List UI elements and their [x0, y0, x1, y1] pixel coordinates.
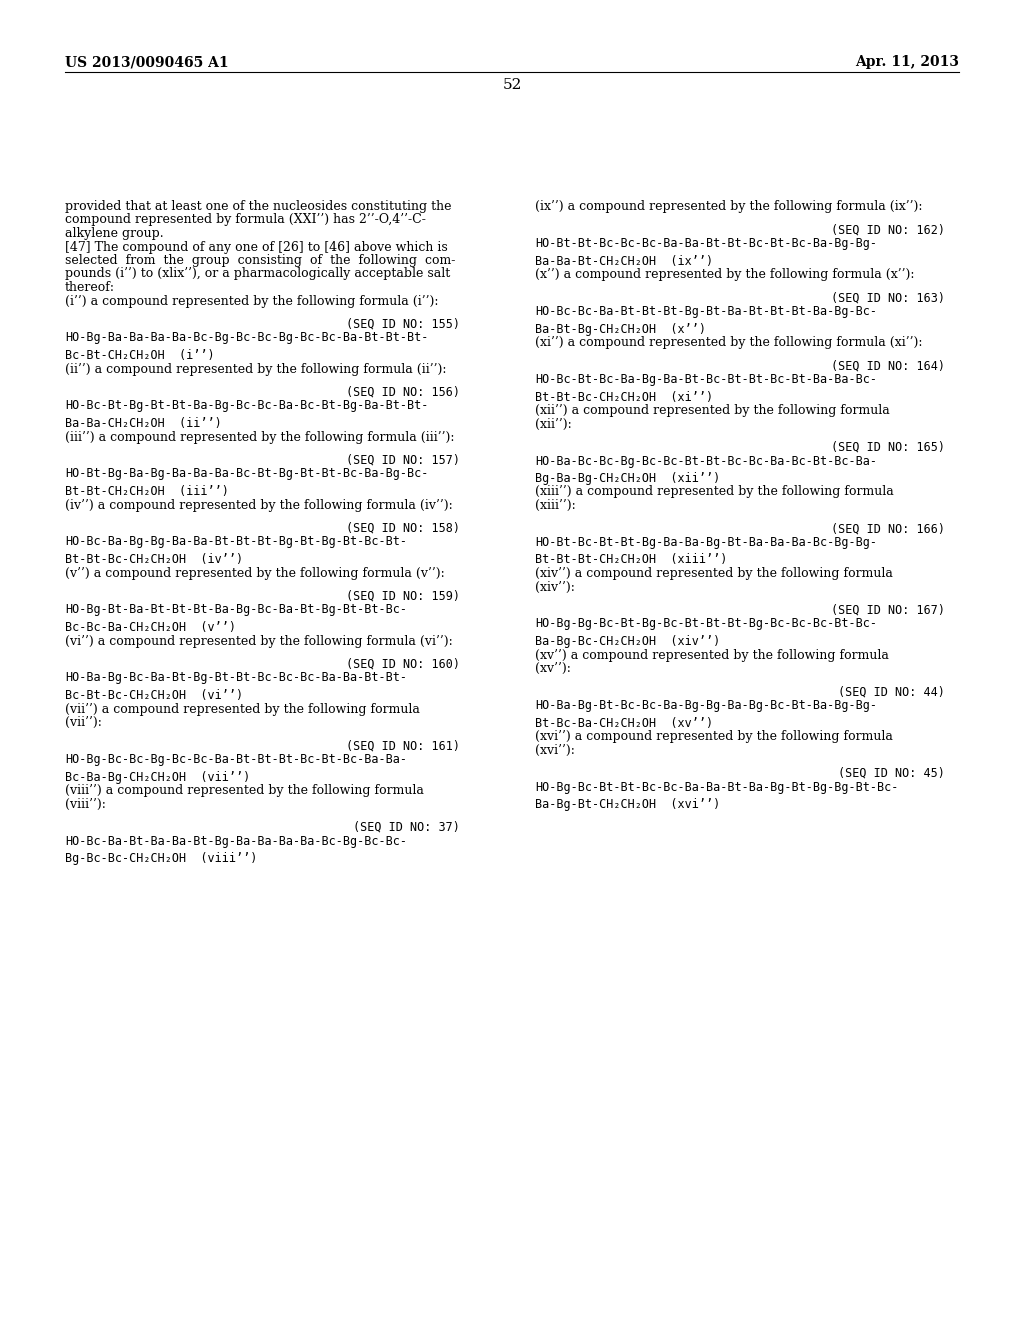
- Text: (SEQ ID NO: 162): (SEQ ID NO: 162): [831, 223, 945, 236]
- Text: (i’’) a compound represented by the following formula (i’’):: (i’’) a compound represented by the foll…: [65, 294, 438, 308]
- Text: (xii’’):: (xii’’):: [535, 417, 571, 430]
- Text: (xvi’’):: (xvi’’):: [535, 743, 574, 756]
- Text: (vi’’) a compound represented by the following formula (vi’’):: (vi’’) a compound represented by the fol…: [65, 635, 453, 648]
- Text: (SEQ ID NO: 45): (SEQ ID NO: 45): [838, 767, 945, 780]
- Text: Ba-Ba-Bt-CH₂CH₂OH  (ix’’): Ba-Ba-Bt-CH₂CH₂OH (ix’’): [535, 255, 713, 268]
- Text: HO-Ba-Bg-Bt-Bc-Bc-Ba-Bg-Bg-Ba-Bg-Bc-Bt-Ba-Bg-Bg-: HO-Ba-Bg-Bt-Bc-Bc-Ba-Bg-Bg-Ba-Bg-Bc-Bt-B…: [535, 700, 877, 711]
- Text: (xiii’’):: (xiii’’):: [535, 499, 575, 512]
- Text: (SEQ ID NO: 160): (SEQ ID NO: 160): [346, 657, 460, 671]
- Text: (xv’’):: (xv’’):: [535, 663, 570, 675]
- Text: HO-Bc-Bc-Ba-Bt-Bt-Bt-Bg-Bt-Ba-Bt-Bt-Bt-Ba-Bg-Bc-: HO-Bc-Bc-Ba-Bt-Bt-Bt-Bg-Bt-Ba-Bt-Bt-Bt-B…: [535, 305, 877, 318]
- Text: (x’’) a compound represented by the following formula (x’’):: (x’’) a compound represented by the foll…: [535, 268, 914, 281]
- Text: (xiv’’):: (xiv’’):: [535, 581, 574, 594]
- Text: [47] The compound of any one of [26] to [46] above which is: [47] The compound of any one of [26] to …: [65, 240, 447, 253]
- Text: (xiii’’) a compound represented by the following formula: (xiii’’) a compound represented by the f…: [535, 486, 894, 499]
- Text: (xiv’’) a compound represented by the following formula: (xiv’’) a compound represented by the fo…: [535, 568, 893, 579]
- Text: (viii’’):: (viii’’):: [65, 797, 105, 810]
- Text: Bt-Bc-Ba-CH₂CH₂OH  (xv’’): Bt-Bc-Ba-CH₂CH₂OH (xv’’): [535, 717, 713, 730]
- Text: 52: 52: [503, 78, 521, 92]
- Text: (SEQ ID NO: 37): (SEQ ID NO: 37): [353, 821, 460, 834]
- Text: (iv’’) a compound represented by the following formula (iv’’):: (iv’’) a compound represented by the fol…: [65, 499, 453, 511]
- Text: (SEQ ID NO: 163): (SEQ ID NO: 163): [831, 292, 945, 305]
- Text: HO-Bg-Bc-Bt-Bt-Bc-Bc-Ba-Ba-Bt-Ba-Bg-Bt-Bg-Bg-Bt-Bc-: HO-Bg-Bc-Bt-Bt-Bc-Bc-Ba-Ba-Bt-Ba-Bg-Bt-B…: [535, 780, 898, 793]
- Text: Bt-Bt-CH₂CH₂OH  (iii’’): Bt-Bt-CH₂CH₂OH (iii’’): [65, 484, 229, 498]
- Text: HO-Ba-Bc-Bc-Bg-Bc-Bc-Bt-Bt-Bc-Bc-Ba-Bc-Bt-Bc-Ba-: HO-Ba-Bc-Bc-Bg-Bc-Bc-Bt-Bt-Bc-Bc-Ba-Bc-B…: [535, 454, 877, 467]
- Text: HO-Bc-Ba-Bt-Ba-Ba-Bt-Bg-Ba-Ba-Ba-Ba-Bc-Bg-Bc-Bc-: HO-Bc-Ba-Bt-Ba-Ba-Bt-Bg-Ba-Ba-Ba-Ba-Bc-B…: [65, 834, 407, 847]
- Text: (xii’’) a compound represented by the following formula: (xii’’) a compound represented by the fo…: [535, 404, 890, 417]
- Text: (iii’’) a compound represented by the following formula (iii’’):: (iii’’) a compound represented by the fo…: [65, 430, 455, 444]
- Text: HO-Bc-Bt-Bc-Ba-Bg-Ba-Bt-Bc-Bt-Bt-Bc-Bt-Ba-Ba-Bc-: HO-Bc-Bt-Bc-Ba-Bg-Ba-Bt-Bc-Bt-Bt-Bc-Bt-B…: [535, 374, 877, 385]
- Text: (viii’’) a compound represented by the following formula: (viii’’) a compound represented by the f…: [65, 784, 424, 797]
- Text: (vii’’) a compound represented by the following formula: (vii’’) a compound represented by the fo…: [65, 702, 420, 715]
- Text: Bc-Bt-CH₂CH₂OH  (i’’): Bc-Bt-CH₂CH₂OH (i’’): [65, 348, 215, 362]
- Text: HO-Bg-Ba-Ba-Ba-Ba-Bc-Bg-Bc-Bc-Bg-Bc-Bc-Ba-Bt-Bt-Bt-: HO-Bg-Ba-Ba-Ba-Ba-Bc-Bg-Bc-Bc-Bg-Bc-Bc-B…: [65, 331, 428, 345]
- Text: alkylene group.: alkylene group.: [65, 227, 164, 240]
- Text: (SEQ ID NO: 165): (SEQ ID NO: 165): [831, 441, 945, 454]
- Text: (ii’’) a compound represented by the following formula (ii’’):: (ii’’) a compound represented by the fol…: [65, 363, 446, 375]
- Text: (SEQ ID NO: 164): (SEQ ID NO: 164): [831, 359, 945, 372]
- Text: Bc-Bt-Bc-CH₂CH₂OH  (vi’’): Bc-Bt-Bc-CH₂CH₂OH (vi’’): [65, 689, 243, 702]
- Text: (SEQ ID NO: 161): (SEQ ID NO: 161): [346, 739, 460, 752]
- Text: HO-Bt-Bg-Ba-Bg-Ba-Ba-Ba-Bc-Bt-Bg-Bt-Bt-Bc-Ba-Bg-Bc-: HO-Bt-Bg-Ba-Bg-Ba-Ba-Ba-Bc-Bt-Bg-Bt-Bt-B…: [65, 467, 428, 480]
- Text: HO-Bt-Bc-Bt-Bt-Bg-Ba-Ba-Bg-Bt-Ba-Ba-Ba-Bc-Bg-Bg-: HO-Bt-Bc-Bt-Bt-Bg-Ba-Ba-Bg-Bt-Ba-Ba-Ba-B…: [535, 536, 877, 549]
- Text: Ba-Ba-CH₂CH₂OH  (ii’’): Ba-Ba-CH₂CH₂OH (ii’’): [65, 417, 222, 430]
- Text: HO-Ba-Bg-Bc-Ba-Bt-Bg-Bt-Bt-Bc-Bc-Bc-Ba-Ba-Bt-Bt-: HO-Ba-Bg-Bc-Ba-Bt-Bg-Bt-Bt-Bc-Bc-Bc-Ba-B…: [65, 672, 407, 685]
- Text: HO-Bt-Bt-Bc-Bc-Bc-Ba-Ba-Bt-Bt-Bc-Bt-Bc-Ba-Bg-Bg-: HO-Bt-Bt-Bc-Bc-Bc-Ba-Ba-Bt-Bt-Bc-Bt-Bc-B…: [535, 238, 877, 249]
- Text: Ba-Bg-Bc-CH₂CH₂OH  (xiv’’): Ba-Bg-Bc-CH₂CH₂OH (xiv’’): [535, 635, 720, 648]
- Text: Bc-Ba-Bg-CH₂CH₂OH  (vii’’): Bc-Ba-Bg-CH₂CH₂OH (vii’’): [65, 771, 250, 784]
- Text: Apr. 11, 2013: Apr. 11, 2013: [855, 55, 959, 69]
- Text: (xi’’) a compound represented by the following formula (xi’’):: (xi’’) a compound represented by the fol…: [535, 337, 923, 348]
- Text: HO-Bc-Ba-Bg-Bg-Ba-Ba-Bt-Bt-Bt-Bg-Bt-Bg-Bt-Bc-Bt-: HO-Bc-Ba-Bg-Bg-Ba-Ba-Bt-Bt-Bt-Bg-Bt-Bg-B…: [65, 536, 407, 549]
- Text: pounds (i’’) to (xlix’’), or a pharmacologically acceptable salt: pounds (i’’) to (xlix’’), or a pharmacol…: [65, 268, 451, 281]
- Text: Bt-Bt-Bc-CH₂CH₂OH  (xi’’): Bt-Bt-Bc-CH₂CH₂OH (xi’’): [535, 391, 713, 404]
- Text: (SEQ ID NO: 156): (SEQ ID NO: 156): [346, 385, 460, 399]
- Text: HO-Bg-Bt-Ba-Bt-Bt-Bt-Ba-Bg-Bc-Ba-Bt-Bg-Bt-Bt-Bc-: HO-Bg-Bt-Ba-Bt-Bt-Bt-Ba-Bg-Bc-Ba-Bt-Bg-B…: [65, 603, 407, 616]
- Text: Bt-Bt-Bt-CH₂CH₂OH  (xiii’’): Bt-Bt-Bt-CH₂CH₂OH (xiii’’): [535, 553, 727, 566]
- Text: HO-Bg-Bc-Bc-Bg-Bc-Bc-Ba-Bt-Bt-Bt-Bc-Bt-Bc-Ba-Ba-: HO-Bg-Bc-Bc-Bg-Bc-Bc-Ba-Bt-Bt-Bt-Bc-Bt-B…: [65, 752, 407, 766]
- Text: provided that at least one of the nucleosides constituting the: provided that at least one of the nucleo…: [65, 201, 452, 213]
- Text: HO-Bg-Bg-Bc-Bt-Bg-Bc-Bt-Bt-Bt-Bg-Bc-Bc-Bc-Bt-Bc-: HO-Bg-Bg-Bc-Bt-Bg-Bc-Bt-Bt-Bt-Bg-Bc-Bc-B…: [535, 618, 877, 631]
- Text: (SEQ ID NO: 44): (SEQ ID NO: 44): [838, 685, 945, 698]
- Text: (SEQ ID NO: 159): (SEQ ID NO: 159): [346, 590, 460, 603]
- Text: (xv’’) a compound represented by the following formula: (xv’’) a compound represented by the fol…: [535, 648, 889, 661]
- Text: US 2013/0090465 A1: US 2013/0090465 A1: [65, 55, 228, 69]
- Text: compound represented by formula (XXI’’) has 2’’-O,4’’-C-: compound represented by formula (XXI’’) …: [65, 214, 426, 227]
- Text: HO-Bc-Bt-Bg-Bt-Bt-Ba-Bg-Bc-Bc-Ba-Bc-Bt-Bg-Ba-Bt-Bt-: HO-Bc-Bt-Bg-Bt-Bt-Ba-Bg-Bc-Bc-Ba-Bc-Bt-B…: [65, 400, 428, 412]
- Text: thereof:: thereof:: [65, 281, 115, 294]
- Text: (vii’’):: (vii’’):: [65, 715, 101, 729]
- Text: Bg-Bc-Bc-CH₂CH₂OH  (viii’’): Bg-Bc-Bc-CH₂CH₂OH (viii’’): [65, 851, 257, 865]
- Text: Bc-Bc-Ba-CH₂CH₂OH  (v’’): Bc-Bc-Ba-CH₂CH₂OH (v’’): [65, 620, 236, 634]
- Text: (SEQ ID NO: 167): (SEQ ID NO: 167): [831, 605, 945, 616]
- Text: Bg-Ba-Bg-CH₂CH₂OH  (xii’’): Bg-Ba-Bg-CH₂CH₂OH (xii’’): [535, 473, 720, 484]
- Text: Bt-Bt-Bc-CH₂CH₂OH  (iv’’): Bt-Bt-Bc-CH₂CH₂OH (iv’’): [65, 553, 243, 566]
- Text: Ba-Bt-Bg-CH₂CH₂OH  (x’’): Ba-Bt-Bg-CH₂CH₂OH (x’’): [535, 322, 706, 335]
- Text: (SEQ ID NO: 155): (SEQ ID NO: 155): [346, 318, 460, 331]
- Text: (v’’) a compound represented by the following formula (v’’):: (v’’) a compound represented by the foll…: [65, 566, 444, 579]
- Text: (SEQ ID NO: 157): (SEQ ID NO: 157): [346, 454, 460, 467]
- Text: (SEQ ID NO: 158): (SEQ ID NO: 158): [346, 521, 460, 535]
- Text: Ba-Bg-Bt-CH₂CH₂OH  (xvi’’): Ba-Bg-Bt-CH₂CH₂OH (xvi’’): [535, 799, 720, 810]
- Text: (ix’’) a compound represented by the following formula (ix’’):: (ix’’) a compound represented by the fol…: [535, 201, 923, 213]
- Text: (SEQ ID NO: 166): (SEQ ID NO: 166): [831, 523, 945, 536]
- Text: selected  from  the  group  consisting  of  the  following  com-: selected from the group consisting of th…: [65, 253, 456, 267]
- Text: (xvi’’) a compound represented by the following formula: (xvi’’) a compound represented by the fo…: [535, 730, 893, 743]
